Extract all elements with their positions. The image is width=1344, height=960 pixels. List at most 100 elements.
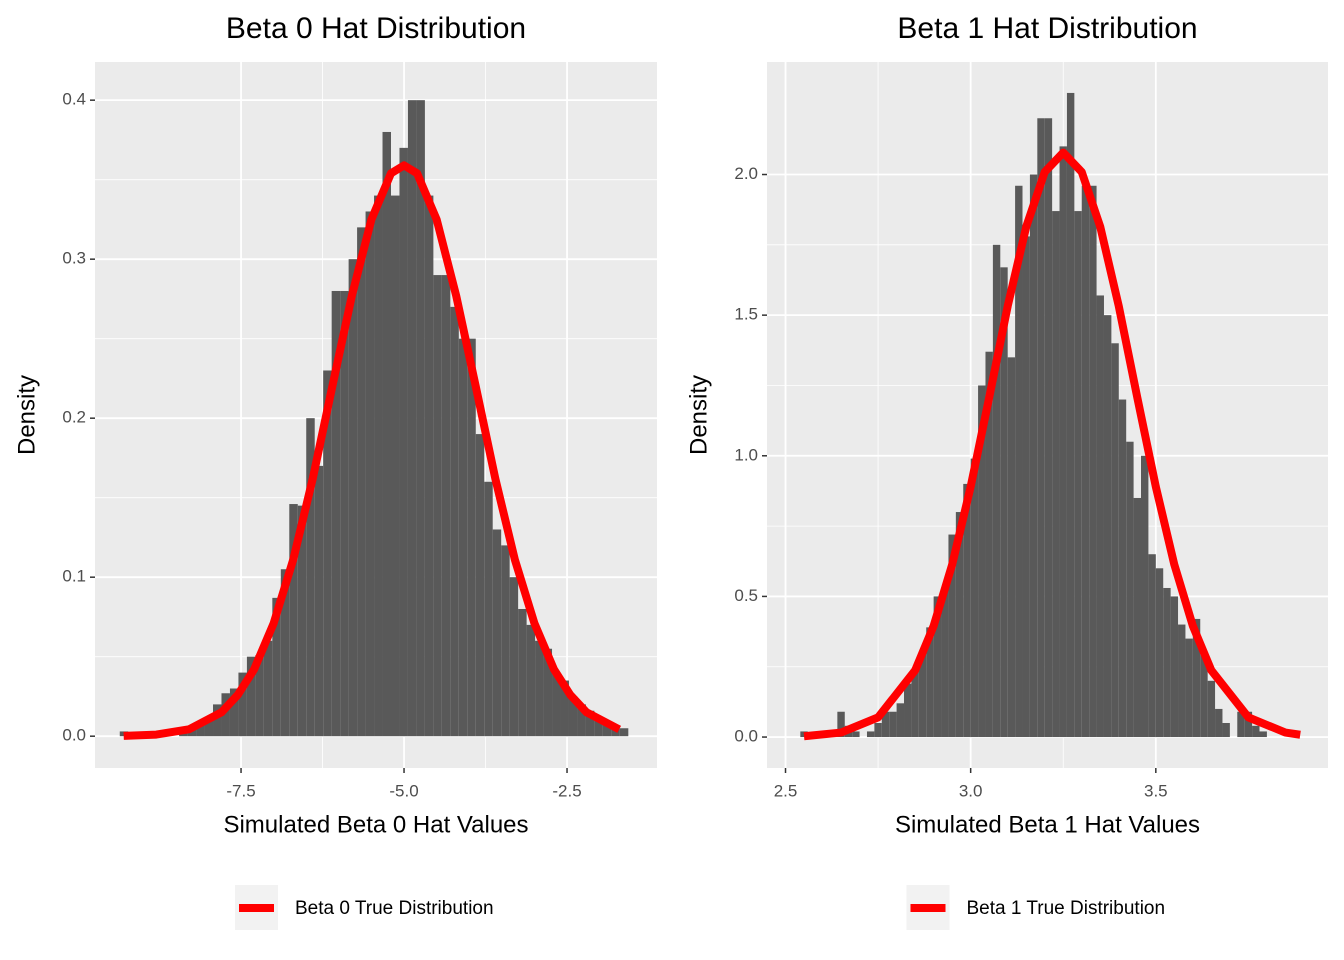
histogram-bar — [594, 720, 603, 737]
histogram-bar — [948, 534, 956, 738]
histogram-bar — [1222, 722, 1230, 738]
x-tick-label: 2.5 — [774, 781, 798, 800]
histogram-bar — [896, 703, 905, 738]
histogram-bar — [1252, 725, 1260, 738]
histogram-bar — [535, 640, 544, 737]
histogram-bar — [467, 338, 476, 737]
x-tick-label: -7.5 — [226, 781, 255, 800]
histogram-bar — [1000, 267, 1008, 738]
histogram-bar — [365, 211, 375, 737]
histogram-bar — [963, 483, 971, 738]
histogram-bar — [374, 195, 383, 737]
histogram-bar — [1141, 455, 1149, 738]
histogram-bar — [611, 728, 620, 737]
histogram-bar — [1200, 652, 1208, 738]
histogram-bar — [289, 504, 298, 737]
y-tick-label: 0.4 — [62, 90, 86, 109]
histogram-bar — [955, 512, 964, 738]
x-tick-label: 3.0 — [959, 781, 983, 800]
histogram-bar — [382, 131, 391, 737]
histogram-bar — [560, 680, 569, 737]
histogram-bar — [918, 652, 927, 738]
histogram-bar — [1022, 236, 1030, 738]
histogram-bar — [1096, 295, 1104, 738]
histogram-bar — [978, 385, 986, 738]
x-tick-label: -2.5 — [552, 781, 581, 800]
y-tick-label: 1.5 — [734, 305, 758, 324]
histogram-bar — [526, 624, 536, 737]
panel: 0.0 0.5 1.0 1.5 2.0 2.5 3.0 3.5 Beta 1 Hat Distr… — [685, 12, 1328, 930]
histogram-bar — [1066, 92, 1075, 738]
histogram-bar — [204, 717, 214, 737]
histogram-bar — [492, 529, 502, 737]
histogram-bar — [390, 195, 400, 737]
histogram-bar — [323, 370, 332, 737]
histogram-bar — [509, 577, 519, 737]
histogram-bar — [424, 195, 434, 737]
histogram-bar — [221, 693, 230, 737]
histogram-bar — [1148, 554, 1156, 738]
histogram-bar — [1126, 441, 1134, 738]
histogram-bar — [1237, 711, 1245, 738]
histogram-bar — [1111, 343, 1119, 738]
y-tick-label: 0.0 — [62, 726, 86, 745]
y-tick-label: 0.5 — [734, 586, 758, 605]
x-tick-label: -5.0 — [389, 781, 418, 800]
histogram-bar — [433, 275, 442, 737]
histogram-bar — [1052, 211, 1060, 738]
histogram-bar — [1037, 118, 1045, 738]
density-curve — [123, 161, 622, 740]
histogram-bar — [213, 704, 222, 737]
histogram-bar — [314, 465, 324, 737]
chart-title: Beta 0 Hat Distribution — [226, 12, 526, 45]
histogram-bar — [1133, 497, 1141, 738]
histogram-bar — [441, 275, 451, 737]
histogram-bar — [1178, 624, 1186, 738]
histogram-bar — [1163, 587, 1171, 738]
histogram-bar — [1244, 711, 1253, 738]
histogram-bar — [306, 418, 315, 737]
histogram-bar — [416, 100, 425, 737]
histogram-bar — [889, 711, 897, 738]
legend-label: Beta 0 True Distribution — [295, 898, 494, 919]
histogram-bar — [602, 725, 612, 737]
histogram-bar — [1215, 708, 1223, 738]
histogram-bar — [407, 100, 417, 737]
histogram-bar — [501, 545, 510, 737]
histogram-bar — [1059, 146, 1067, 738]
y-tick-label: 0.0 — [734, 727, 758, 746]
histogram-bar — [552, 672, 561, 737]
histogram-bar — [1118, 399, 1127, 738]
histogram-bar — [1207, 680, 1216, 738]
histogram-bar — [238, 672, 247, 737]
histogram-bar — [1007, 357, 1016, 738]
chart-title: Beta 1 Hat Distribution — [897, 12, 1197, 45]
histogram-bar — [357, 227, 366, 737]
histogram-bar — [196, 721, 205, 737]
histogram-bar — [263, 640, 273, 737]
y-tick-label: 0.1 — [62, 567, 86, 586]
histogram-bar — [941, 587, 949, 738]
histogram-bar — [280, 569, 290, 737]
histogram-bar — [1081, 185, 1090, 738]
histogram-bar — [1259, 731, 1267, 738]
histogram-bar — [881, 711, 890, 738]
y-tick-label: 0.2 — [62, 408, 86, 427]
density-curve — [803, 148, 1301, 741]
histogram-bar — [926, 627, 934, 738]
histogram-bar — [518, 608, 527, 737]
histogram-bar — [297, 505, 307, 737]
histogram-bar — [970, 458, 979, 738]
histogram-bar — [229, 688, 239, 737]
histogram-bar — [837, 711, 845, 738]
histogram-bar — [484, 481, 493, 737]
histogram-bar — [568, 696, 578, 737]
y-axis-title: Density — [13, 375, 40, 455]
histogram-bar — [911, 669, 919, 738]
histogram-bar — [272, 597, 281, 737]
histogram-bar — [450, 306, 459, 737]
histogram-bar — [985, 351, 993, 738]
histogram-bar — [1192, 618, 1201, 738]
histogram-bar — [255, 655, 264, 737]
